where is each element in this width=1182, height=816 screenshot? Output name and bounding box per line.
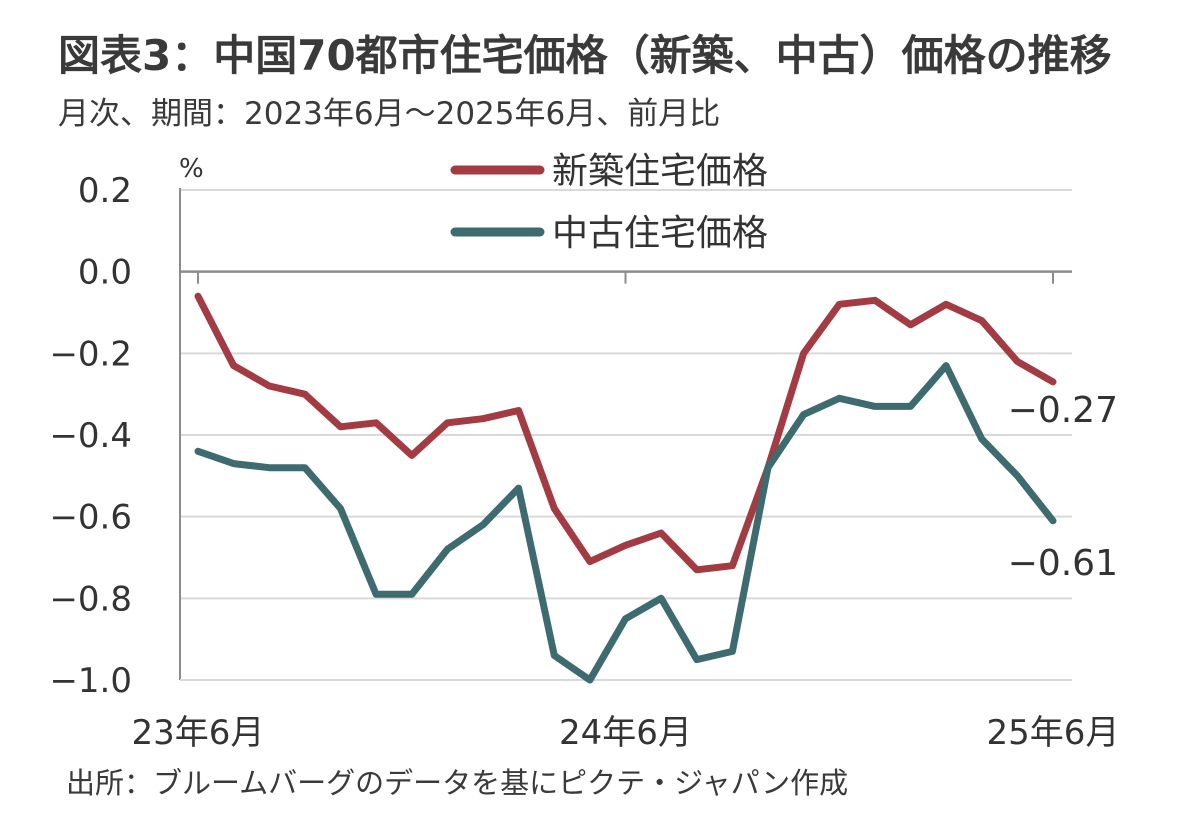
y-tick-labels: 0.2 0.0 −0.2 −0.4 −0.6 −0.8 −1.0 [49, 171, 132, 701]
legend-label-2: 中古住宅価格 [552, 213, 768, 254]
chart-title: 図表3：中国70都市住宅価格（新築、中古）価格の推移 [58, 31, 1112, 80]
end-value-labels: −0.27 −0.61 [1008, 390, 1118, 584]
grid-lines [180, 189, 1072, 681]
axes [179, 188, 1072, 681]
x-tick-label: 25年6月 [987, 713, 1120, 753]
y-tick-label: 0.2 [78, 171, 132, 211]
end-value-label-1: −0.27 [1008, 390, 1118, 431]
y-tick-label: −0.6 [49, 498, 132, 538]
series-line-2 [194, 362, 1057, 684]
source-note: 出所：ブルームバーグのデータを基にピクテ・ジャパン作成 [66, 766, 849, 800]
end-value-label-2: −0.61 [1008, 543, 1118, 584]
x-tick-label: 23年6月 [132, 713, 265, 753]
y-tick-label: −0.4 [49, 416, 132, 456]
x-tick-labels: 23年6月 24年6月 25年6月 [132, 713, 1120, 753]
chart-subtitle: 月次、期間：2023年6月～2025年6月、前月比 [58, 96, 721, 132]
y-tick-label: 0.0 [78, 253, 132, 293]
x-tick-label: 24年6月 [559, 713, 692, 753]
y-unit-label: % [179, 154, 204, 184]
y-tick-label: −0.8 [49, 579, 132, 619]
series-lines [194, 292, 1057, 684]
y-tick-label: −0.2 [49, 334, 132, 374]
y-tick-label: −1.0 [49, 661, 132, 701]
series-line-1 [194, 292, 1057, 574]
legend-label-1: 新築住宅価格 [552, 151, 768, 192]
